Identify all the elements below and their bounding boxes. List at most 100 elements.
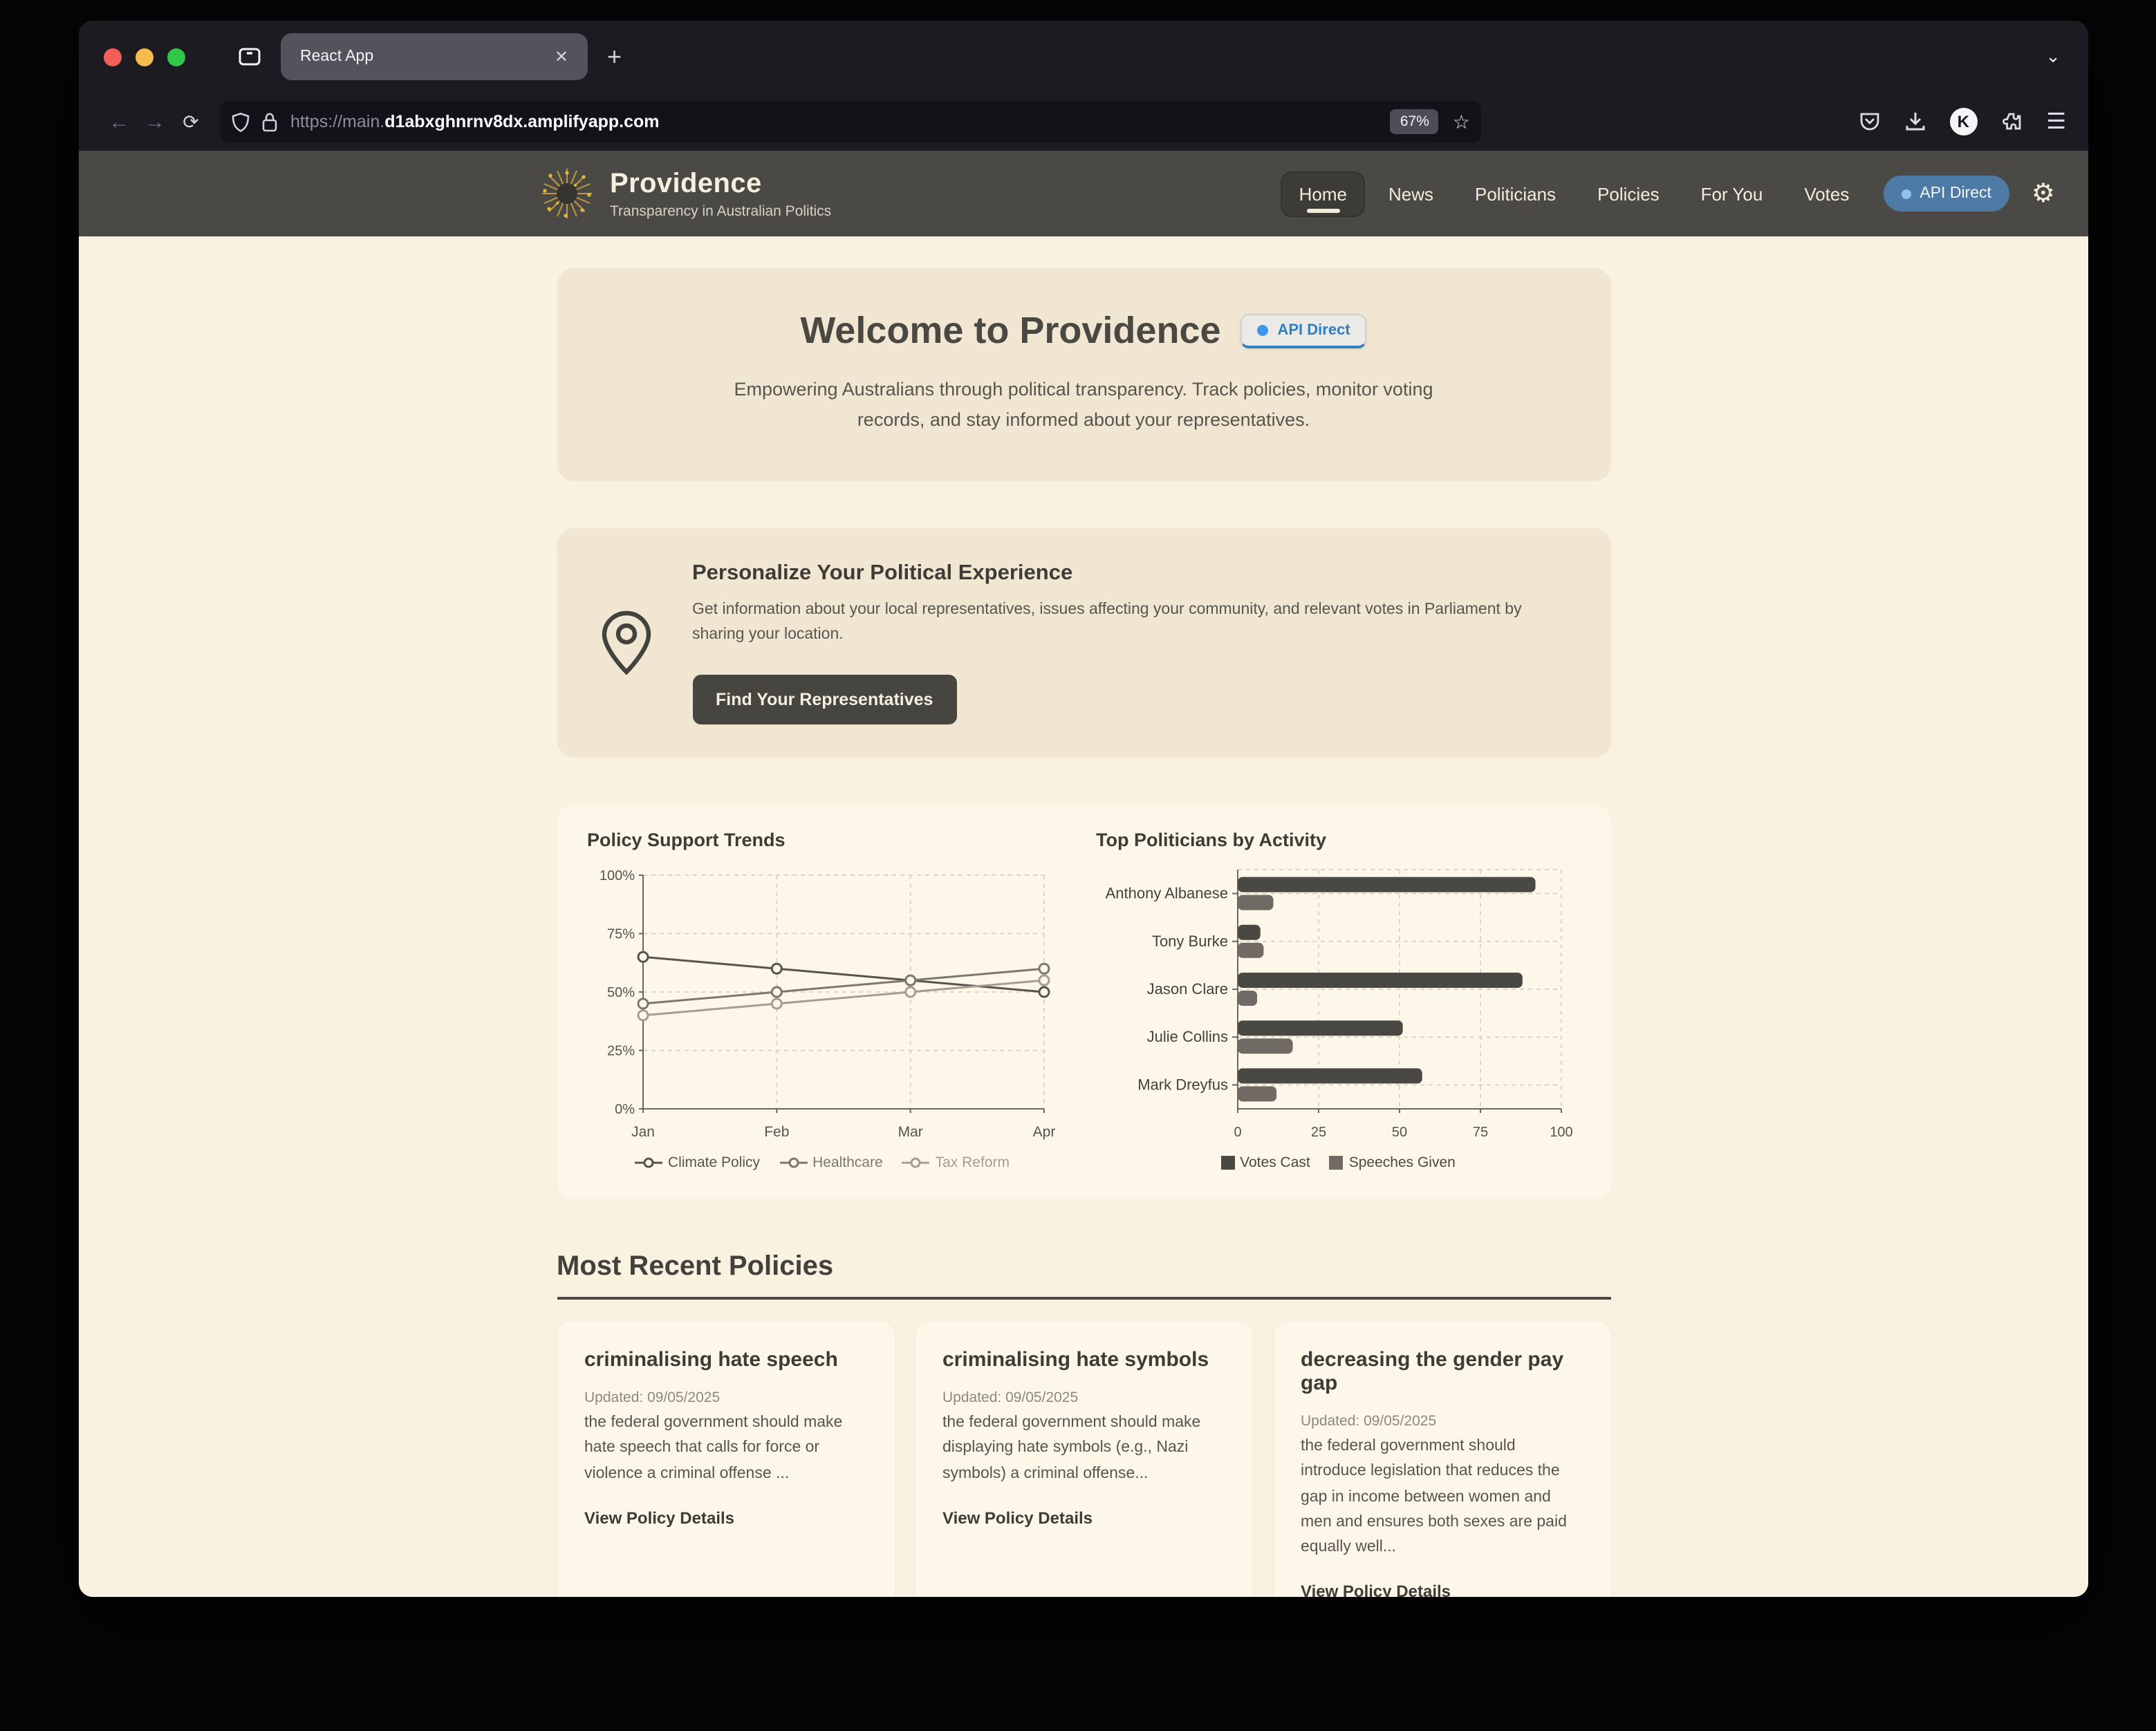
policy-card-title: decreasing the gender pay gap xyxy=(1301,1348,1564,1396)
svg-text:Jan: Jan xyxy=(631,1125,654,1141)
location-pin-icon xyxy=(601,610,651,675)
toolbar-icons: K ☰ xyxy=(1858,108,2066,135)
view-policy-details-link[interactable]: View Policy Details xyxy=(1301,1582,1451,1597)
svg-text:0: 0 xyxy=(1233,1125,1240,1141)
legend-label: Speeches Given xyxy=(1348,1154,1456,1172)
svg-text:Tony Burke: Tony Burke xyxy=(1151,933,1227,950)
personalize-title: Personalize Your Political Experience xyxy=(692,561,1073,585)
svg-text:100: 100 xyxy=(1549,1125,1572,1141)
browser-window: React App ✕ + ⌄ ← → ⟳ https://main.d1abx… xyxy=(79,21,2088,1597)
close-window-button[interactable] xyxy=(104,48,122,66)
nav-item-policies[interactable]: Policies xyxy=(1597,183,1660,204)
pocket-icon[interactable] xyxy=(1858,111,1880,133)
main-nav: Home News Politicians Policies For You V… xyxy=(1281,171,2055,216)
api-direct-label: API Direct xyxy=(1920,185,1991,202)
app-header: Providence Transparency in Australian Po… xyxy=(79,151,2088,236)
profile-avatar[interactable]: K xyxy=(1949,108,1978,135)
firefox-view-icon[interactable] xyxy=(238,46,261,68)
recent-policies-section: Most Recent Policies criminalising hate … xyxy=(557,1252,1610,1597)
tab-close-icon[interactable]: ✕ xyxy=(554,47,568,66)
url-prefix: https://main. xyxy=(290,112,385,131)
top-politicians-panel: Top Politicians by Activity 0 25 50 75 100 An… xyxy=(1096,830,1580,1172)
settings-gear-icon[interactable]: ⚙ xyxy=(2031,179,2055,208)
browser-tab[interactable]: React App ✕ xyxy=(281,33,588,80)
welcome-description: Empowering Australians through political… xyxy=(734,379,1433,431)
tab-title: React App xyxy=(300,48,374,65)
legend-label: Healthcare xyxy=(812,1154,883,1172)
nav-item-home[interactable]: Home xyxy=(1281,171,1365,216)
policy-card[interactable]: decreasing the gender pay gap Updated: 0… xyxy=(1273,1322,1610,1597)
svg-text:75%: 75% xyxy=(606,927,634,942)
providence-sunburst-logo xyxy=(542,169,592,218)
zoom-window-button[interactable] xyxy=(167,48,185,66)
policy-card-updated: Updated: 09/05/2025 xyxy=(942,1390,1079,1407)
page-title: Welcome to Providence xyxy=(800,310,1221,351)
bar-chart-legend: Votes Cast Speeches Given xyxy=(1096,1155,1580,1172)
legend-item: Climate Policy xyxy=(635,1155,760,1172)
policy-card[interactable]: criminalising hate symbols Updated: 09/0… xyxy=(915,1322,1252,1597)
page-content: Welcome to Providence API Direct Empower… xyxy=(79,236,2088,1597)
download-icon[interactable] xyxy=(1904,111,1926,133)
svg-text:Anthony Albanese: Anthony Albanese xyxy=(1105,885,1227,902)
zoom-level-badge[interactable]: 67% xyxy=(1390,109,1439,134)
nav-item-votes[interactable]: Votes xyxy=(1804,183,1850,204)
app-tagline: Transparency in Australian Politics xyxy=(610,203,832,219)
policy-card-body: the federal government should introduce … xyxy=(1301,1438,1567,1555)
window-controls xyxy=(79,48,185,66)
line-chart-legend: Climate Policy Healthcare Tax Reform xyxy=(587,1155,1057,1172)
legend-item: Votes Cast xyxy=(1220,1155,1310,1172)
api-direct-badge[interactable]: API Direct xyxy=(1240,314,1367,348)
bar-legend-swatch-icon xyxy=(1329,1156,1344,1170)
minimize-window-button[interactable] xyxy=(136,48,154,66)
svg-text:50: 50 xyxy=(1391,1125,1406,1141)
line-chart-title: Policy Support Trends xyxy=(587,830,786,851)
nav-item-for-you[interactable]: For You xyxy=(1700,183,1763,204)
browser-titlebar: React App ✕ + ⌄ xyxy=(79,21,2088,93)
view-policy-details-link[interactable]: View Policy Details xyxy=(942,1508,1093,1528)
policy-card-updated: Updated: 09/05/2025 xyxy=(584,1390,721,1407)
extensions-puzzle-icon[interactable] xyxy=(2000,111,2023,133)
personalize-description: Get information about your local represe… xyxy=(692,601,1522,643)
svg-text:Mar: Mar xyxy=(898,1125,922,1141)
svg-text:Feb: Feb xyxy=(763,1125,788,1141)
list-tabs-chevron-icon[interactable]: ⌄ xyxy=(2045,46,2061,66)
svg-text:100%: 100% xyxy=(599,869,634,884)
status-dot-icon xyxy=(1902,189,1912,198)
svg-text:25: 25 xyxy=(1310,1125,1326,1141)
new-tab-button[interactable]: + xyxy=(607,42,622,70)
policy-card-body: the federal government should make hate … xyxy=(584,1414,843,1482)
policy-card-title: criminalising hate symbols xyxy=(942,1348,1209,1372)
menu-hamburger-icon[interactable]: ☰ xyxy=(2046,111,2066,134)
recent-policies-title: Most Recent Policies xyxy=(557,1252,1610,1300)
svg-text:0%: 0% xyxy=(614,1103,634,1118)
svg-text:Mark Dreyfus: Mark Dreyfus xyxy=(1137,1076,1227,1094)
brand[interactable]: Providence Transparency in Australian Po… xyxy=(538,165,831,223)
api-direct-badge-label: API Direct xyxy=(1277,322,1350,339)
find-representatives-button[interactable]: Find Your Representatives xyxy=(692,675,957,725)
policy-support-trends-chart: 0% 25% 50% 75% 100% Jan Feb Mar Apr xyxy=(599,869,1055,1141)
lock-icon[interactable] xyxy=(261,111,278,132)
url-text: https://main.d1abxghnrnv8dx.amplifyapp.c… xyxy=(290,112,660,131)
legend-item: Tax Reform xyxy=(902,1155,1010,1172)
line-legend-marker-icon xyxy=(902,1158,930,1169)
svg-text:Jason Clare: Jason Clare xyxy=(1146,981,1227,998)
bookmark-star-icon[interactable]: ☆ xyxy=(1452,110,1470,132)
legend-label: Climate Policy xyxy=(668,1154,761,1172)
back-button[interactable]: ← xyxy=(109,110,129,133)
api-direct-pill[interactable]: API Direct xyxy=(1884,176,2009,212)
forward-button[interactable]: → xyxy=(145,110,165,133)
personalize-section: Personalize Your Political Experience Ge… xyxy=(557,527,1610,758)
reload-button[interactable]: ⟳ xyxy=(183,110,199,132)
bar-chart-title: Top Politicians by Activity xyxy=(1096,830,1327,851)
view-policy-details-link[interactable]: View Policy Details xyxy=(584,1508,734,1528)
shield-icon[interactable] xyxy=(231,111,250,132)
address-bar[interactable]: https://main.d1abxghnrnv8dx.amplifyapp.c… xyxy=(220,101,1481,142)
svg-text:75: 75 xyxy=(1472,1125,1487,1141)
nav-item-politicians[interactable]: Politicians xyxy=(1475,183,1556,204)
policy-card[interactable]: criminalising hate speech Updated: 09/05… xyxy=(557,1322,894,1597)
line-legend-marker-icon xyxy=(635,1158,662,1169)
charts-section: Policy Support Trends 0% 25% 50% 75% 100% Jan… xyxy=(557,805,1610,1199)
policy-card-updated: Updated: 09/05/2025 xyxy=(1301,1413,1437,1430)
nav-item-news[interactable]: News xyxy=(1388,183,1433,204)
legend-item: Healthcare xyxy=(779,1155,883,1172)
